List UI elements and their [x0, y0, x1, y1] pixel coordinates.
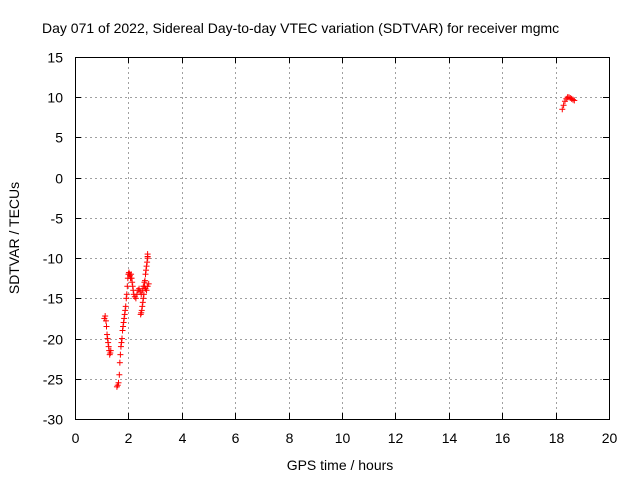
data-point [128, 275, 135, 282]
y-tick-label: -15 [43, 291, 63, 307]
x-tick-label: 6 [232, 430, 240, 446]
y-tick-label: 0 [55, 171, 63, 187]
data-point [120, 323, 127, 330]
data-point [124, 283, 131, 290]
y-tick-label: -20 [43, 332, 63, 348]
data-point [118, 335, 125, 342]
x-tick-label: 20 [602, 430, 618, 446]
x-tick-label: 18 [549, 430, 565, 446]
data-point [118, 339, 125, 346]
y-tick-labels: -30 -25 -20 -15 -10 -5 0 5 10 15 [43, 50, 63, 428]
data-point [119, 327, 126, 334]
x-tick-label: 10 [335, 430, 351, 446]
data-point [140, 291, 147, 298]
data-point [122, 303, 129, 310]
data-point [116, 371, 123, 378]
data-point [140, 295, 147, 302]
data-point [117, 343, 124, 350]
data-point [102, 313, 109, 320]
data-point [105, 339, 112, 346]
data-point [102, 317, 109, 324]
data-point [569, 96, 576, 103]
data-point [142, 271, 149, 278]
data-point [560, 102, 567, 109]
data-point [145, 280, 152, 287]
y-tick-label: -30 [43, 412, 63, 428]
x-tick-labels: 0 2 4 6 8 10 12 14 16 18 20 [72, 430, 618, 446]
data-point [105, 343, 112, 350]
data-point [129, 279, 136, 286]
y-tick-label: 5 [55, 130, 63, 146]
x-axis-label: GPS time / hours [287, 457, 394, 473]
data-point [107, 347, 114, 354]
x-tick-label: 4 [179, 430, 187, 446]
data-point [123, 295, 130, 302]
data-point [144, 259, 151, 266]
data-point [116, 359, 123, 366]
y-tick-label: -10 [43, 251, 63, 267]
data-point [104, 331, 111, 338]
data-point [141, 277, 148, 284]
data-point [103, 323, 110, 330]
y-tick-label: 10 [47, 90, 63, 106]
x-tick-label: 12 [388, 430, 404, 446]
y-tick-label: -25 [43, 372, 63, 388]
x-tick-label: 0 [72, 430, 80, 446]
data-point [121, 315, 128, 322]
data-point [123, 291, 130, 298]
data-point [128, 271, 135, 278]
data-point [143, 287, 150, 294]
data-point [139, 299, 146, 306]
data-point [117, 351, 124, 358]
data-point [120, 319, 127, 326]
data-point [144, 251, 151, 258]
data-point [559, 106, 566, 113]
y-tick-label: 15 [47, 50, 63, 66]
x-tick-label: 8 [286, 430, 294, 446]
data-points [101, 94, 578, 390]
grid-lines [75, 57, 609, 419]
data-point [129, 283, 136, 290]
data-point [143, 267, 150, 274]
y-tick-label: -5 [51, 211, 64, 227]
data-point [122, 307, 129, 314]
x-tick-label: 2 [125, 430, 133, 446]
data-point [141, 283, 148, 290]
data-point [115, 379, 122, 386]
axis-ticks [75, 57, 610, 420]
data-point [571, 97, 578, 104]
y-axis-label: SDTVAR / TECUs [6, 182, 22, 294]
data-point [132, 295, 139, 302]
data-point [104, 335, 111, 342]
data-point [136, 285, 143, 292]
chart-title: Day 071 of 2022, Sidereal Day-to-day VTE… [42, 20, 559, 36]
data-point [138, 307, 145, 314]
x-tick-label: 16 [495, 430, 511, 446]
data-point [121, 311, 128, 318]
x-tick-label: 14 [442, 430, 458, 446]
data-point [143, 263, 150, 270]
data-point [139, 303, 146, 310]
